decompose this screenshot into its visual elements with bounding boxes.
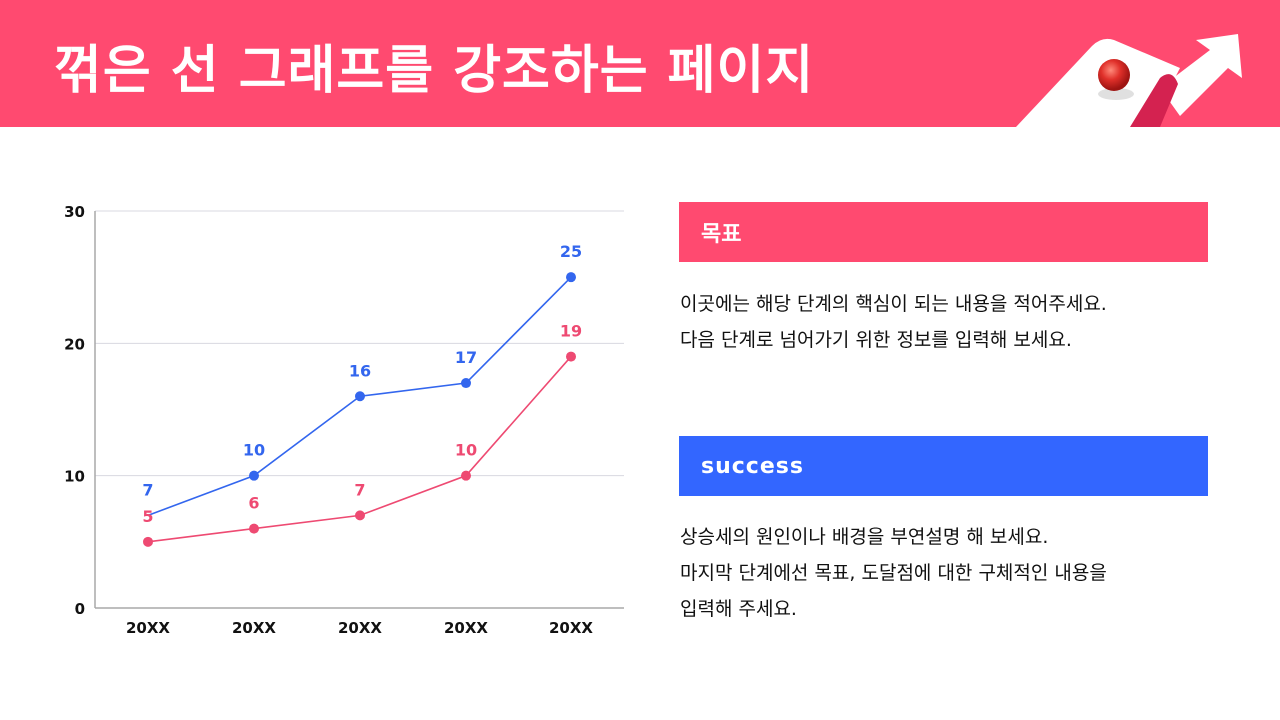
pink-data-label: 19 [560, 322, 582, 341]
pink-data-label: 10 [455, 441, 477, 460]
pink-data-point [461, 470, 471, 481]
y-tick-label: 10 [64, 468, 85, 486]
pink-data-point [566, 351, 576, 362]
pink-data-label: 6 [248, 494, 259, 513]
success-line: 마지막 단계에선 목표, 도달점에 대한 구체적인 내용을 [680, 562, 1107, 584]
x-tick-label: 20XX [126, 619, 170, 637]
x-tick-label: 20XX [232, 619, 276, 637]
line-chart: 0 10 20 30 20XX 20XX 20XX 20XX 20XX 7 10 16 17 25 5 6 7 1… [0, 180, 660, 650]
x-tick-label: 20XX [549, 619, 593, 637]
y-tick-label: 30 [64, 203, 85, 221]
pink-data-point [355, 510, 365, 521]
goal-line: 다음 단계로 넘어가기 위한 정보를 입력해 보세요. [680, 329, 1072, 351]
success-title: success [701, 453, 804, 479]
rising-arrow-icon [1010, 28, 1280, 127]
blue-data-point [461, 378, 471, 389]
pink-data-label: 7 [354, 480, 365, 499]
page-title: 꺾은 선 그래프를 강조하는 페이지 [54, 41, 815, 101]
goal-section-header: 목표 [679, 202, 1208, 262]
blue-data-label: 17 [455, 348, 477, 367]
goal-line: 이곳에는 해당 단계의 핵심이 되는 내용을 적어주세요. [680, 293, 1107, 315]
success-section-header: success [679, 436, 1208, 496]
blue-data-point [566, 272, 576, 283]
y-tick-label: 20 [64, 335, 85, 353]
goal-description: 이곳에는 해당 단계의 핵심이 되는 내용을 적어주세요. 다음 단계로 넘어가… [680, 286, 1240, 358]
blue-data-label: 7 [142, 480, 153, 499]
pink-data-label: 5 [142, 507, 153, 526]
blue-data-label: 25 [560, 242, 582, 261]
x-tick-label: 20XX [444, 619, 488, 637]
pink-data-point [143, 536, 153, 547]
blue-data-label: 16 [349, 361, 371, 380]
x-tick-label: 20XX [338, 619, 382, 637]
pink-data-point [249, 523, 259, 534]
success-description: 상승세의 원인이나 배경을 부연설명 해 보세요. 마지막 단계에선 목표, 도… [680, 519, 1240, 627]
blue-data-point [249, 470, 259, 481]
header-banner: 꺾은 선 그래프를 강조하는 페이지 [0, 0, 1280, 127]
goal-title: 목표 [701, 222, 742, 247]
blue-data-point [355, 391, 365, 402]
y-tick-label: 0 [75, 600, 85, 618]
success-line: 입력해 주세요. [680, 598, 797, 620]
blue-data-label: 10 [243, 441, 265, 460]
success-line: 상승세의 원인이나 배경을 부연설명 해 보세요. [680, 526, 1049, 548]
